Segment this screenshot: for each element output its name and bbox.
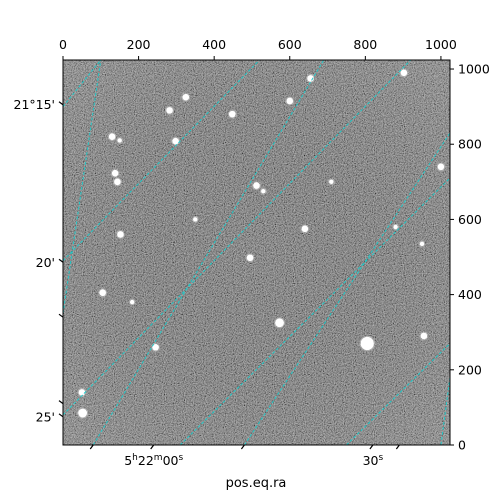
dec-tick-mark bbox=[58, 101, 64, 106]
star bbox=[152, 343, 159, 351]
x-tick-label: 600 bbox=[278, 37, 302, 52]
star bbox=[78, 408, 88, 418]
x-tick-label: 0 bbox=[59, 37, 67, 52]
star bbox=[253, 182, 260, 189]
grid-line bbox=[346, 343, 450, 445]
dec-minor-tick bbox=[58, 313, 64, 318]
x-tick-label: 1000 bbox=[425, 37, 457, 52]
star bbox=[111, 169, 119, 177]
grid-line bbox=[243, 132, 450, 445]
x-tick-label: 800 bbox=[353, 37, 377, 52]
ra-tick-label: 30s bbox=[363, 453, 384, 468]
y-tick-label: 800 bbox=[458, 137, 482, 152]
star bbox=[360, 336, 374, 351]
bottom-ra-axis: 5h22m00s 30s bbox=[89, 444, 400, 468]
y-tick-label: 0 bbox=[458, 438, 466, 453]
star bbox=[99, 289, 106, 297]
grid-line bbox=[179, 177, 450, 445]
star bbox=[261, 189, 266, 194]
grid-line bbox=[63, 60, 102, 107]
ra-tick-mark bbox=[369, 444, 374, 450]
dec-minor-tick bbox=[58, 400, 64, 405]
star bbox=[229, 110, 236, 118]
grid-line bbox=[63, 60, 102, 314]
star bbox=[301, 225, 309, 233]
star bbox=[246, 254, 254, 262]
star bbox=[393, 224, 398, 230]
y-tick-label: 400 bbox=[458, 287, 482, 302]
dec-tick-label: 25' bbox=[36, 409, 55, 424]
star bbox=[437, 163, 445, 171]
star bbox=[420, 332, 428, 340]
x-axis-title: pos.eq.ra bbox=[226, 476, 287, 491]
dec-tick-mark bbox=[58, 258, 64, 263]
y-tick-label: 600 bbox=[458, 212, 482, 227]
grid-line bbox=[440, 377, 450, 445]
star bbox=[172, 137, 179, 145]
star bbox=[400, 69, 408, 77]
star bbox=[193, 217, 198, 222]
coordinate-grid bbox=[63, 60, 450, 445]
star bbox=[166, 107, 173, 114]
star bbox=[117, 138, 122, 143]
ra-minor-tick bbox=[395, 444, 400, 450]
image-area bbox=[63, 60, 450, 445]
star bbox=[182, 93, 190, 101]
x-tick-label: 200 bbox=[127, 37, 151, 52]
star bbox=[419, 241, 425, 247]
x-tick-label: 400 bbox=[202, 37, 226, 52]
star bbox=[286, 97, 294, 105]
top-pixel-axis: 0 200 400 600 800 1000 bbox=[59, 37, 457, 60]
star bbox=[329, 179, 334, 185]
ra-minor-tick bbox=[89, 444, 94, 450]
star bbox=[108, 133, 116, 140]
right-pixel-axis: 0 200 400 600 800 1000 bbox=[450, 62, 490, 453]
star bbox=[275, 318, 284, 328]
star bbox=[129, 299, 135, 305]
grid-line bbox=[63, 60, 412, 416]
left-dec-axis: 21°15' 20' 25' bbox=[14, 97, 64, 424]
dec-tick-label: 21°15' bbox=[14, 97, 56, 112]
plot-frame bbox=[62, 59, 451, 446]
ra-tick-label: 5h22m00s bbox=[124, 453, 183, 468]
ra-minor-tick bbox=[240, 444, 245, 450]
dec-tick-mark bbox=[58, 413, 64, 418]
ra-tick-mark bbox=[150, 444, 155, 450]
grid-line bbox=[63, 60, 260, 262]
star bbox=[78, 389, 86, 396]
star bbox=[114, 178, 121, 186]
vignette-overlay bbox=[63, 60, 450, 445]
y-tick-label: 200 bbox=[458, 362, 482, 377]
star bbox=[117, 231, 124, 238]
dec-tick-label: 20' bbox=[36, 255, 55, 270]
stars-layer bbox=[77, 68, 446, 419]
y-tick-label: 1000 bbox=[458, 62, 490, 77]
